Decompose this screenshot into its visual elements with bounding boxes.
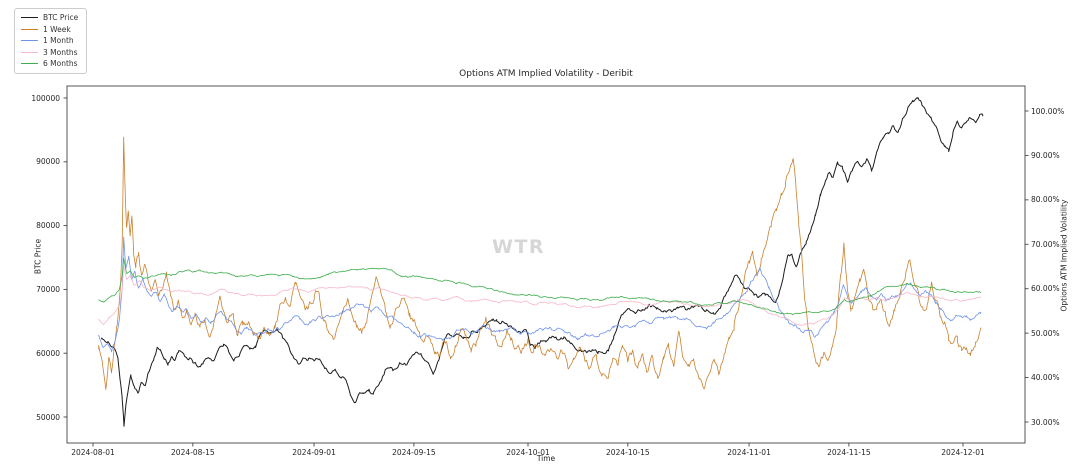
chart-legend: BTC Price 1 Week 1 Month 3 Months 6 Months — [14, 8, 88, 74]
y-tick-right-label: 100.00% — [1031, 106, 1065, 116]
x-tick-label: 2024-09-15 — [392, 447, 436, 457]
legend-label: BTC Price — [43, 13, 79, 23]
y-tick-right-label: 60.00% — [1031, 284, 1060, 294]
x-tick-label: 2024-10-15 — [606, 447, 650, 457]
x-tick-label: 2024-08-01 — [71, 447, 115, 457]
legend-row: 1 Month — [21, 35, 78, 47]
y-tick-left-label: 70000 — [36, 284, 60, 294]
watermark: WTR — [492, 236, 546, 258]
y-tick-left-label: 100000 — [31, 93, 60, 103]
legend-line-icon — [21, 63, 38, 65]
legend-line-icon — [21, 28, 38, 30]
y-tick-left-label: 60000 — [36, 348, 60, 358]
legend-line-icon — [21, 17, 38, 19]
y-tick-right-label: 90.00% — [1031, 150, 1060, 160]
plot-border — [66, 85, 1026, 444]
legend-line-icon — [21, 51, 38, 53]
legend-row: 3 Months — [21, 47, 78, 59]
y-tick-left-label: 90000 — [36, 157, 60, 167]
y-tick-right-label: 80.00% — [1031, 195, 1060, 205]
y-tick-left-label: 50000 — [36, 412, 60, 422]
legend-row: 6 Months — [21, 58, 78, 70]
y-tick-right-label: 70.00% — [1031, 239, 1060, 249]
x-tick-label: 2024-12-01 — [941, 447, 985, 457]
x-tick-label: 2024-11-01 — [727, 447, 771, 457]
series-line-1-week — [98, 136, 982, 390]
series-line-3-months — [98, 265, 982, 326]
legend-row: BTC Price — [21, 12, 78, 24]
y-tick-right-label: 50.00% — [1031, 328, 1060, 338]
y-tick-right-label: 40.00% — [1031, 373, 1060, 383]
legend-row: 1 Week — [21, 24, 78, 36]
legend-label: 1 Week — [43, 24, 71, 34]
legend-line-icon — [21, 40, 38, 42]
x-tick-label: 2024-10-01 — [506, 447, 550, 457]
series-line-btc-price — [101, 97, 984, 427]
y-axis-label-right: Options ATM Implied Volatility — [1059, 199, 1069, 312]
legend-label: 1 Month — [43, 36, 74, 46]
x-tick-label: 2024-09-01 — [292, 447, 336, 457]
y-tick-left-label: 80000 — [36, 221, 60, 231]
legend-label: 6 Months — [43, 59, 78, 69]
x-tick-label: 2024-08-15 — [171, 447, 215, 457]
legend-label: 3 Months — [43, 47, 78, 57]
x-axis-label: Time — [536, 454, 556, 463]
series-line-6-months — [98, 257, 982, 316]
chart-title: Options ATM Implied Volatility - Deribit — [459, 69, 633, 79]
y-tick-right-label: 30.00% — [1031, 417, 1060, 427]
series-line-1-month — [98, 236, 982, 353]
y-axis-label-left: BTC Price — [33, 238, 43, 275]
x-tick-label: 2024-11-15 — [827, 447, 871, 457]
